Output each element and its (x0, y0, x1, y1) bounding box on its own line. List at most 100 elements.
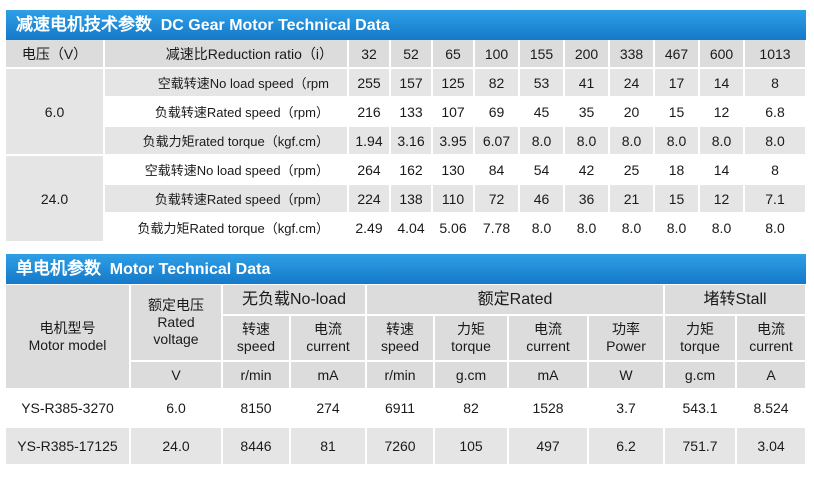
sub-header-en: current (526, 338, 570, 354)
value-cell: 8.0 (519, 213, 565, 243)
value-cell: 110 (432, 184, 475, 214)
sub-header-cn: 功率 (612, 321, 641, 337)
value-cell: 53 (519, 68, 565, 98)
value-cell: 42 (564, 155, 610, 185)
value-cell: 72 (474, 184, 520, 214)
ratio-header: 减速比Reduction ratio（i） (104, 40, 349, 69)
value-cell: 4.04 (390, 213, 433, 243)
value-cell: 264 (348, 155, 391, 185)
unit-cell: r/min (222, 361, 291, 390)
ratio-cell: 200 (564, 40, 610, 69)
sub-header: 电流 current (290, 315, 368, 362)
value-cell: 21 (609, 184, 655, 214)
value-cell: 24 (609, 68, 655, 98)
value-cell: 6.07 (474, 126, 520, 156)
value-cell: 543.1 (664, 389, 738, 428)
value-cell: 105 (434, 427, 510, 466)
rated-header: 额定Rated (366, 285, 666, 316)
value-cell: 5.06 (432, 213, 475, 243)
value-cell: 81 (290, 427, 368, 466)
sub-header-en: current (749, 338, 793, 354)
value-cell: 2.49 (348, 213, 391, 243)
value-cell: 6.8 (744, 97, 807, 127)
value-cell: 7.1 (744, 184, 807, 214)
value-cell: 8.0 (564, 126, 610, 156)
value-cell: 157 (390, 68, 433, 98)
value-cell: 8.0 (744, 213, 807, 243)
sub-header: 力矩 torque (434, 315, 510, 362)
value-cell: 8150 (222, 389, 291, 428)
ratio-cell: 65 (432, 40, 475, 69)
value-cell: 138 (390, 184, 433, 214)
value-cell: 3.95 (432, 126, 475, 156)
sub-header: 力矩 torque (664, 315, 738, 362)
value-cell: 8.524 (736, 389, 808, 428)
table-row: 负载力矩Rated torque（kgf.cm） 2.49 4.04 5.06 … (6, 213, 807, 243)
value-cell: 12 (699, 97, 745, 127)
gear-motor-title-cn: 减速电机技术参数 (16, 15, 152, 34)
sub-header-cn: 电流 (534, 321, 563, 337)
noload-header: 无负载No-load (222, 285, 368, 316)
value-cell: 8.0 (519, 126, 565, 156)
value-cell: 8.0 (654, 213, 700, 243)
motor-header-row: 电机型号 Motor model 额定电压 Rated voltage 无负载N… (6, 285, 808, 390)
table-row: 负载转速Rated speed（rpm） 224 138 110 72 46 3… (6, 184, 807, 214)
value-cell: 8.0 (609, 126, 655, 156)
table-row: 6.0 空载转速No load speed（rpm 255 157 125 82… (6, 68, 807, 156)
value-cell: 6.2 (588, 427, 666, 466)
value-cell: 82 (434, 389, 510, 428)
sub-header: 转速 speed (222, 315, 291, 362)
ratio-cell: 600 (699, 40, 745, 69)
value-cell: 8.0 (564, 213, 610, 243)
ratio-cell: 155 (519, 40, 565, 69)
rated-voltage-header: 额定电压 Rated voltage (130, 285, 223, 362)
sub-header-en: speed (380, 338, 420, 354)
motor-table: 电机型号 Motor model 额定电压 Rated voltage 无负载N… (6, 285, 808, 466)
ratio-cell: 100 (474, 40, 520, 69)
unit-cell: V (130, 361, 223, 390)
sub-header-en: current (306, 338, 350, 354)
ratio-cell: 52 (390, 40, 433, 69)
sub-header: 电流 current (736, 315, 808, 362)
sub-header-en: speed (236, 338, 276, 354)
unit-cell: W (588, 361, 666, 390)
row-label: 负载力矩rated torque（kgf.cm） (104, 126, 349, 156)
value-cell: 17 (654, 68, 700, 98)
gear-motor-title-bar: 减速电机技术参数 DC Gear Motor Technical Data (6, 10, 806, 40)
row-label: 负载力矩Rated torque（kgf.cm） (104, 213, 349, 243)
voltage-cell: 24.0 (6, 155, 105, 243)
value-cell: 1.94 (348, 126, 391, 156)
value-cell: 162 (390, 155, 433, 185)
row-label: 负载转速Rated speed（rpm） (104, 97, 349, 127)
value-cell: 7260 (366, 427, 436, 466)
value-cell: 497 (508, 427, 590, 466)
table-row: 24.0 空载转速No load speed（rpm） 264 162 130 … (6, 155, 807, 243)
value-cell: 224 (348, 184, 391, 214)
gear-table-header-row: 电压（V） 减速比Reduction ratio（i） 32 52 65 100… (6, 40, 807, 69)
sub-header-en: Power (606, 338, 646, 354)
value-cell: 35 (564, 97, 610, 127)
table-row: 负载力矩rated torque（kgf.cm） 1.94 3.16 3.95 … (6, 126, 807, 156)
value-cell: 18 (654, 155, 700, 185)
value-cell: 41 (564, 68, 610, 98)
model-header-en: Motor model (28, 336, 107, 353)
sub-header-cn: 力矩 (457, 321, 486, 337)
value-cell: 8.0 (699, 126, 745, 156)
value-cell: 69 (474, 97, 520, 127)
value-cell: 8 (744, 68, 807, 98)
ratio-cell: 338 (609, 40, 655, 69)
value-cell: 14 (699, 68, 745, 98)
rated-voltage-en1: Rated (157, 314, 195, 330)
row-label: 空载转速No load speed（rpm） (104, 155, 349, 185)
motor-units-row: V r/min mA r/min g.cm mA W g.cm A (6, 361, 808, 390)
value-cell: 8.0 (744, 126, 807, 156)
table-row: YS-R385-3270 6.0 8150 274 6911 82 1528 3… (6, 389, 808, 428)
unit-cell: mA (290, 361, 368, 390)
row-label: 负载转速Rated speed（rpm） (104, 184, 349, 214)
value-cell: 216 (348, 97, 391, 127)
value-cell: 8.0 (699, 213, 745, 243)
table-row: YS-R385-17125 24.0 8446 81 7260 105 497 … (6, 427, 808, 466)
value-cell: 3.04 (736, 427, 808, 466)
motor-subheader-row: 转速 speed 电流 current 转速 speed 力矩 torque 电流 cur… (6, 315, 808, 362)
ratio-cell: 1013 (744, 40, 807, 69)
